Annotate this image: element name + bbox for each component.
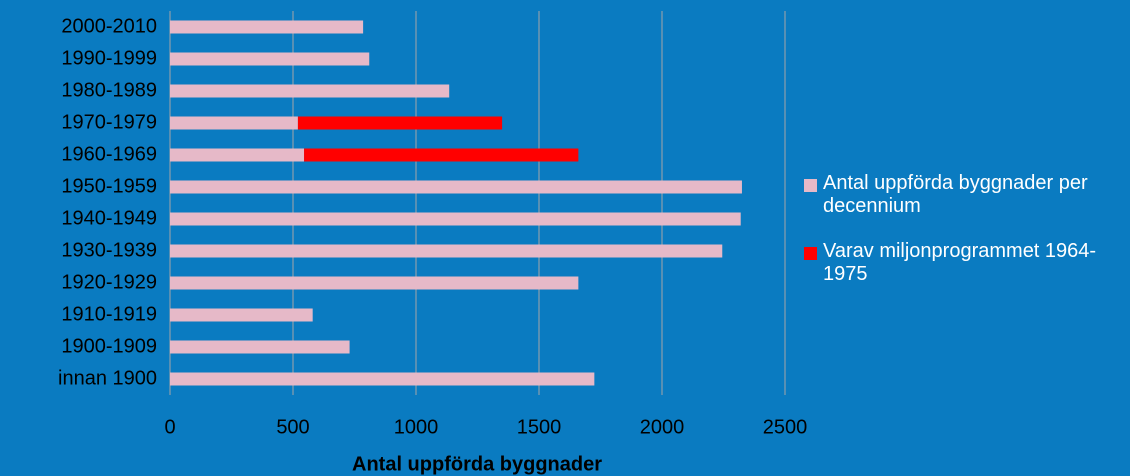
bar — [170, 372, 595, 386]
y-tick-label: 1960-1969 — [61, 143, 157, 165]
bar — [170, 20, 364, 34]
bar — [170, 180, 742, 194]
legend-swatch — [804, 247, 817, 260]
y-tick-label: 1980-1989 — [61, 79, 157, 101]
x-tick-label: 2000 — [640, 416, 685, 438]
y-tick-label: innan 1900 — [58, 367, 157, 389]
x-tick-label: 1500 — [517, 416, 562, 438]
bar — [170, 84, 450, 98]
bar — [170, 308, 313, 322]
y-tick-label: 1920-1929 — [61, 271, 157, 293]
bar — [170, 116, 298, 130]
x-tick-label: 0 — [164, 416, 175, 438]
bar — [304, 148, 579, 162]
x-tick-label: 2500 — [763, 416, 808, 438]
x-axis-title: Antal uppförda byggnader — [352, 453, 602, 475]
y-tick-label: 1950-1959 — [61, 175, 157, 197]
legend-swatch — [804, 179, 817, 192]
bar — [170, 340, 350, 354]
legend-item: Antal uppförda byggnader per decennium — [804, 172, 1124, 218]
y-tick-label: 1970-1979 — [61, 111, 157, 133]
y-tick-label: 1940-1949 — [61, 207, 157, 229]
bar — [297, 116, 503, 130]
y-tick-label: 1910-1919 — [61, 303, 157, 325]
bar — [170, 212, 741, 226]
y-tick-label: 1900-1909 — [61, 335, 157, 357]
x-tick-label: 500 — [276, 416, 309, 438]
legend: Antal uppförda byggnader per decennium Va… — [804, 172, 1124, 308]
legend-label: Varav miljonprogrammet 1964-1975 — [823, 240, 1097, 285]
bar — [170, 52, 370, 66]
legend-label: Antal uppförda byggnader per decennium — [823, 172, 1088, 217]
bar — [170, 148, 305, 162]
bar — [170, 276, 579, 290]
y-tick-label: 1990-1999 — [61, 47, 157, 69]
y-tick-label: 1930-1939 — [61, 239, 157, 261]
legend-item: Varav miljonprogrammet 1964-1975 — [804, 240, 1124, 286]
x-tick-label: 1000 — [394, 416, 439, 438]
y-tick-label: 2000-2010 — [61, 15, 157, 37]
bar — [170, 244, 723, 258]
